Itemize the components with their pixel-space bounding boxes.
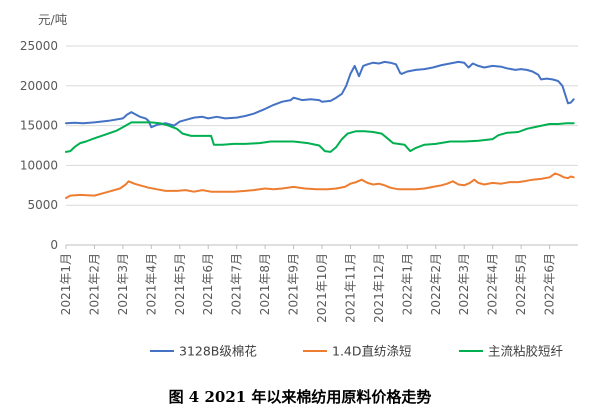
legend-label: 1.4D直纺涤短	[332, 344, 412, 359]
x-tick-label: 2021年12月	[372, 253, 386, 323]
x-tick-label: 2021年8月	[258, 253, 272, 315]
series-lines	[65, 60, 575, 199]
y-tick-label: 10000	[20, 158, 58, 172]
legend: 3128B级棉花 1.4D直纺涤短 主流粘胶短纤	[150, 344, 564, 359]
series-line-2	[65, 121, 575, 153]
y-tick-label: 0	[50, 238, 58, 252]
x-tick-label: 2022年1月	[400, 253, 414, 315]
series-line-0	[65, 60, 575, 129]
y-unit-label: 元/吨	[38, 12, 68, 27]
y-axis-ticks: 0 5000 10000 15000 20000 25000	[20, 39, 58, 252]
legend-label: 3128B级棉花	[179, 344, 257, 359]
x-tick-label: 2022年2月	[429, 253, 443, 315]
x-tick-label: 2021年3月	[116, 253, 130, 315]
x-tick-label: 2021年11月	[343, 253, 357, 323]
x-tick-label: 2021年4月	[144, 253, 158, 315]
gridlines	[66, 45, 578, 246]
series-line-1	[65, 172, 575, 199]
x-tick-label: 2022年4月	[486, 253, 500, 315]
x-tick-label: 2021年7月	[230, 253, 244, 315]
y-tick-label: 20000	[20, 79, 58, 93]
x-tick-label: 2021年2月	[87, 253, 101, 315]
x-tick-label: 2022年3月	[457, 253, 471, 315]
x-tick-label: 2021年5月	[173, 253, 187, 315]
x-tick-label: 2021年1月	[59, 253, 73, 315]
figure-caption: 图 4 2021 年以来棉纺用原料价格走势	[168, 388, 432, 406]
x-tick-label: 2021年6月	[201, 253, 215, 315]
chart-area: 元/吨 0 5000 10000 15000 20000 25000 2021年1月 202…	[20, 12, 578, 359]
x-tick-label: 2022年6月	[543, 253, 557, 315]
y-tick-label: 25000	[20, 39, 58, 53]
x-tick-label: 2021年10月	[315, 253, 329, 323]
x-tick-label: 2021年9月	[287, 253, 301, 315]
y-tick-label: 15000	[20, 119, 58, 133]
x-tick-label: 2022年5月	[514, 253, 528, 315]
x-axis: 2021年1月 2021年2月 2021年3月 2021年4月 2021年5月 2021年…	[59, 244, 578, 323]
legend-label: 主流粘胶短纤	[488, 344, 564, 359]
y-tick-label: 5000	[27, 198, 58, 212]
